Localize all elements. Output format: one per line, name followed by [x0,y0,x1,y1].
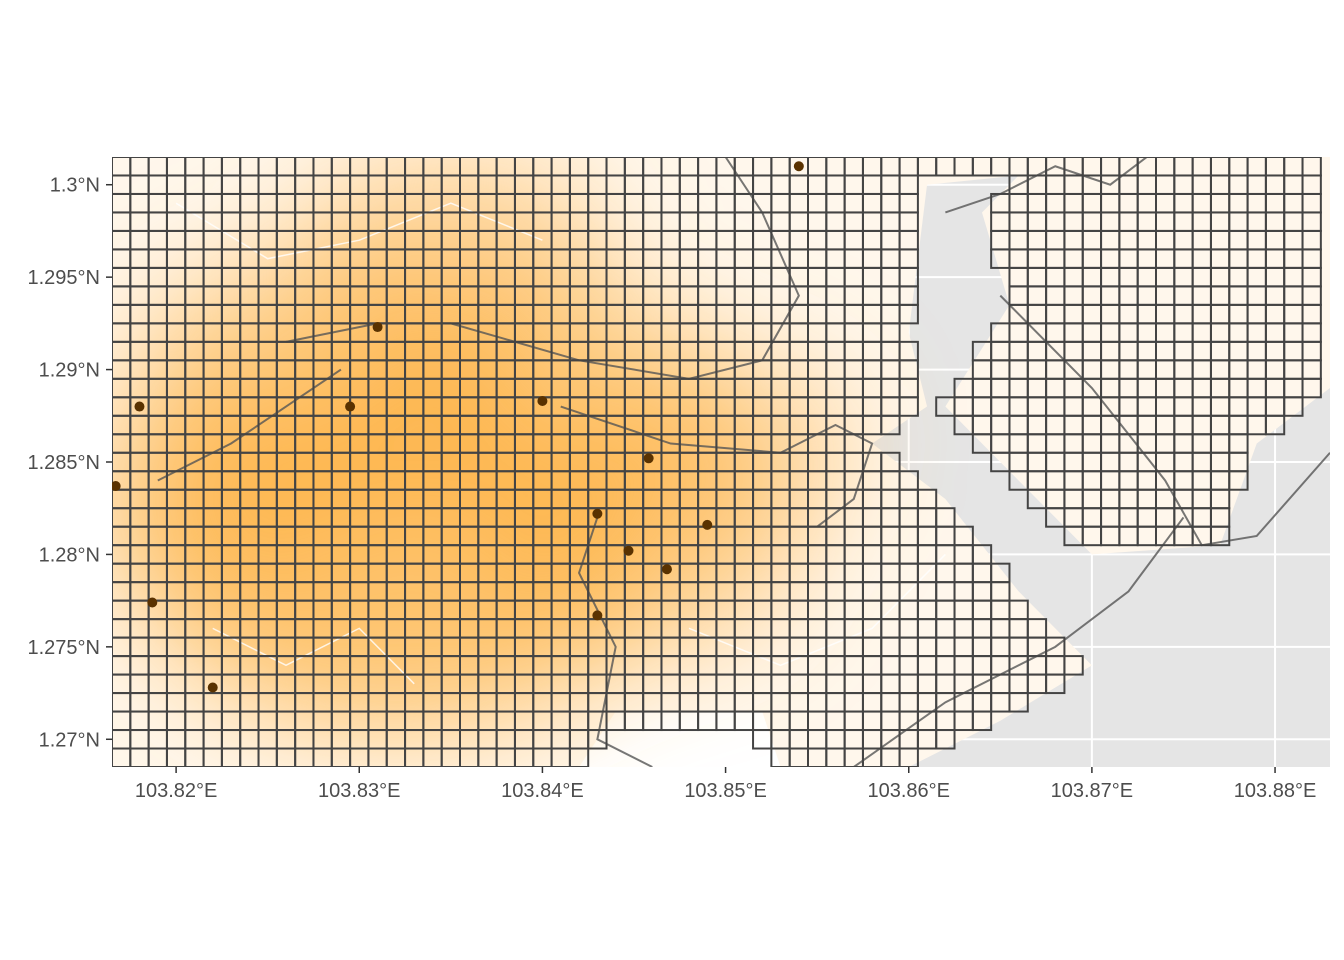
grid-cell [880,451,901,473]
y-tick-label: 1.285°N [28,452,101,474]
map-panel [112,157,1330,767]
grid-cell [1301,157,1322,177]
location-point [537,396,548,406]
x-tick-label: 103.82°E [135,780,218,802]
grid-cell [898,340,919,362]
location-point [112,481,121,492]
x-axis: 103.82°E 103.83°E 103.84°E 103.85°E 103.86°E… [135,767,1316,802]
x-tick-label: 103.87°E [1051,780,1134,802]
y-tick-label: 1.295°N [28,267,101,289]
location-point [147,597,158,608]
boundary-line [577,517,653,767]
grid-cell [1008,599,1029,621]
grid-cell [1045,636,1066,658]
y-tick-label: 1.28°N [39,544,100,566]
x-tick-label: 103.83°E [318,780,401,802]
grid-cell [1026,618,1048,639]
grid-cell [953,525,974,547]
location-point [134,401,145,412]
water-area [579,711,781,767]
contour-line [175,202,543,260]
location-point [643,453,654,464]
y-axis: 1.3°N 1.295°N 1.29°N 1.285°N 1.28°N 1.275°N 1.… [28,175,112,751]
boundary-line [560,405,874,528]
y-tick-label: 1.29°N [39,360,100,382]
heat-hotspot [595,353,856,534]
grid-cell [990,562,1011,584]
hexbin-cell-grid [112,157,1322,767]
heat-hotspot [294,157,607,367]
grid-cell [898,470,919,491]
heat-hotspot [112,391,388,607]
location-point [207,682,218,693]
grid-cell [971,544,993,565]
location-points [112,161,804,693]
y-tick-label: 1.27°N [39,729,100,751]
x-tick-label: 103.88°E [1234,780,1317,802]
density-heat-layer [112,157,856,735]
y-tick-label: 1.275°N [28,637,101,659]
location-point [372,322,383,333]
location-point [661,564,672,575]
location-point [793,161,804,172]
location-point [623,545,634,556]
boundary-line [853,516,1185,767]
y-tick-label: 1.3°N [50,175,100,197]
boundary-line [999,294,1330,547]
grid-cell [916,488,938,510]
x-tick-label: 103.84°E [501,780,584,802]
location-point [592,610,603,621]
grid-cell [1063,655,1084,676]
x-tick-label: 103.85°E [684,780,767,802]
location-point [592,508,603,519]
grid-cell [935,507,956,528]
location-point [702,519,713,530]
x-tick-label: 103.86°E [867,780,950,802]
location-point [345,401,356,412]
